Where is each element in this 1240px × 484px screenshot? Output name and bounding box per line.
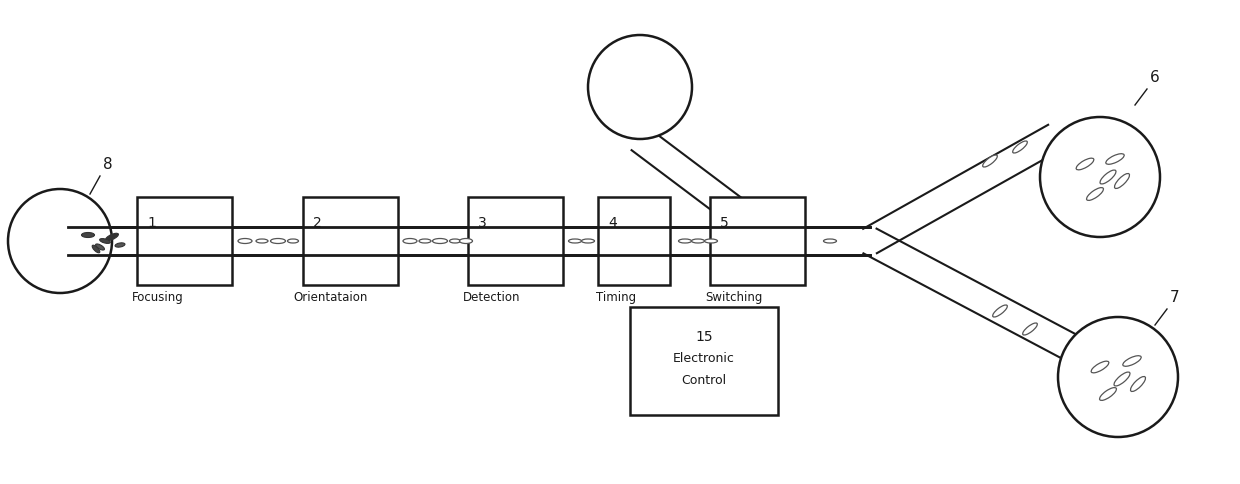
- Ellipse shape: [704, 240, 718, 243]
- Ellipse shape: [1100, 171, 1116, 184]
- Text: 1: 1: [148, 215, 156, 229]
- Ellipse shape: [1013, 142, 1027, 154]
- Ellipse shape: [1100, 388, 1116, 401]
- Polygon shape: [68, 227, 870, 256]
- Ellipse shape: [678, 240, 692, 243]
- Text: Detection: Detection: [463, 290, 521, 303]
- Text: 6: 6: [1151, 70, 1159, 85]
- Ellipse shape: [1114, 372, 1130, 386]
- Ellipse shape: [419, 240, 432, 243]
- Bar: [467, 197, 563, 286]
- Ellipse shape: [105, 234, 119, 241]
- Ellipse shape: [115, 243, 125, 248]
- Ellipse shape: [449, 240, 460, 243]
- Ellipse shape: [82, 233, 94, 238]
- Ellipse shape: [433, 239, 448, 244]
- Ellipse shape: [1086, 188, 1104, 201]
- Ellipse shape: [99, 239, 110, 244]
- Ellipse shape: [692, 240, 704, 243]
- Polygon shape: [863, 125, 1061, 254]
- Text: Electronic: Electronic: [673, 351, 735, 364]
- Bar: [303, 197, 398, 286]
- Circle shape: [1058, 318, 1178, 437]
- Ellipse shape: [238, 239, 252, 244]
- Ellipse shape: [95, 244, 104, 251]
- Ellipse shape: [92, 246, 99, 253]
- Bar: [711, 197, 805, 286]
- Ellipse shape: [1106, 154, 1125, 165]
- Text: Control: Control: [682, 373, 727, 386]
- Circle shape: [7, 190, 112, 293]
- Ellipse shape: [1131, 377, 1146, 392]
- Text: 7: 7: [1171, 290, 1179, 305]
- Ellipse shape: [993, 305, 1007, 318]
- Ellipse shape: [255, 240, 268, 243]
- Ellipse shape: [403, 239, 417, 244]
- Polygon shape: [863, 229, 1076, 360]
- Ellipse shape: [582, 240, 594, 243]
- Ellipse shape: [568, 240, 582, 243]
- Text: 2: 2: [312, 215, 321, 229]
- Text: 15: 15: [696, 329, 713, 343]
- Ellipse shape: [1091, 362, 1109, 373]
- Text: Switching: Switching: [706, 290, 763, 303]
- Ellipse shape: [460, 239, 472, 244]
- Ellipse shape: [288, 240, 299, 243]
- Text: 8: 8: [103, 157, 113, 172]
- Ellipse shape: [270, 239, 285, 244]
- Ellipse shape: [1076, 159, 1094, 170]
- Bar: [136, 197, 232, 286]
- Text: Orientataion: Orientataion: [293, 290, 367, 303]
- Polygon shape: [631, 129, 765, 239]
- Bar: [598, 197, 670, 286]
- Ellipse shape: [1115, 174, 1130, 189]
- Ellipse shape: [1122, 356, 1141, 366]
- Circle shape: [1040, 118, 1159, 238]
- Text: Timing: Timing: [596, 290, 636, 303]
- Text: 5: 5: [720, 215, 729, 229]
- Ellipse shape: [1023, 323, 1038, 335]
- Text: 3: 3: [477, 215, 487, 229]
- Ellipse shape: [982, 156, 997, 167]
- Circle shape: [588, 36, 692, 140]
- Ellipse shape: [823, 240, 837, 243]
- Text: 4: 4: [608, 215, 616, 229]
- Text: Focusing: Focusing: [131, 290, 184, 303]
- Bar: [630, 307, 777, 415]
